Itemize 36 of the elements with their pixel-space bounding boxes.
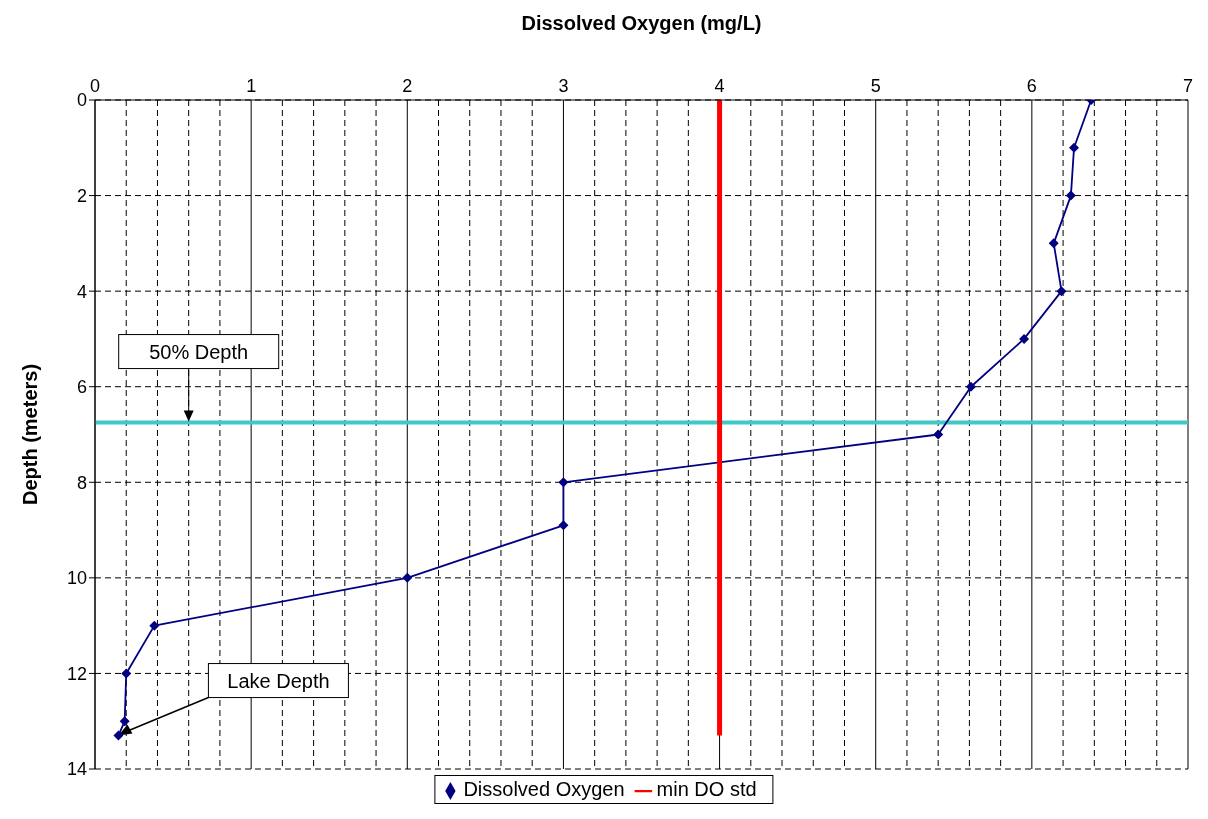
x-tick-label: 2 bbox=[402, 76, 413, 96]
point bbox=[402, 572, 413, 583]
point bbox=[1056, 286, 1067, 297]
legend-label: Dissolved Oxygen bbox=[463, 778, 625, 800]
x-tick-label: 3 bbox=[558, 76, 569, 96]
x-tick-label: 5 bbox=[870, 76, 881, 96]
point bbox=[965, 381, 976, 392]
point bbox=[119, 716, 130, 727]
point bbox=[121, 668, 132, 679]
point bbox=[1069, 142, 1080, 153]
y-tick-label: 8 bbox=[76, 472, 87, 493]
point bbox=[1048, 238, 1059, 249]
ref-line-label: 50% Depth bbox=[149, 340, 249, 363]
point bbox=[558, 477, 569, 488]
y-tick-label: 10 bbox=[66, 568, 87, 589]
point bbox=[558, 520, 569, 531]
x-tick-label: 1 bbox=[246, 76, 257, 96]
point bbox=[149, 620, 160, 631]
x-tick-label: 0 bbox=[89, 76, 101, 96]
y-tick-label: 0 bbox=[76, 90, 87, 111]
y-tick-label: 14 bbox=[66, 759, 87, 780]
point bbox=[1019, 333, 1030, 344]
x-tick-label: 7 bbox=[1182, 76, 1194, 96]
y-axis-title: Depth (meters) bbox=[19, 363, 42, 506]
point bbox=[113, 730, 124, 741]
y-tick-label: 6 bbox=[76, 377, 87, 398]
x-axis-title: Dissolved Oxygen (mg/L) bbox=[521, 12, 762, 35]
point bbox=[1065, 190, 1076, 201]
y-tick-label: 12 bbox=[66, 663, 87, 684]
legend-label: min DO std bbox=[656, 778, 757, 800]
y-tick-label: 4 bbox=[76, 281, 87, 302]
y-tick-label: 2 bbox=[76, 185, 87, 206]
point bbox=[933, 429, 944, 440]
x-tick-label: 4 bbox=[714, 76, 725, 96]
x-tick-label: 6 bbox=[1026, 76, 1037, 96]
annotation: Lake Depth bbox=[227, 669, 330, 692]
